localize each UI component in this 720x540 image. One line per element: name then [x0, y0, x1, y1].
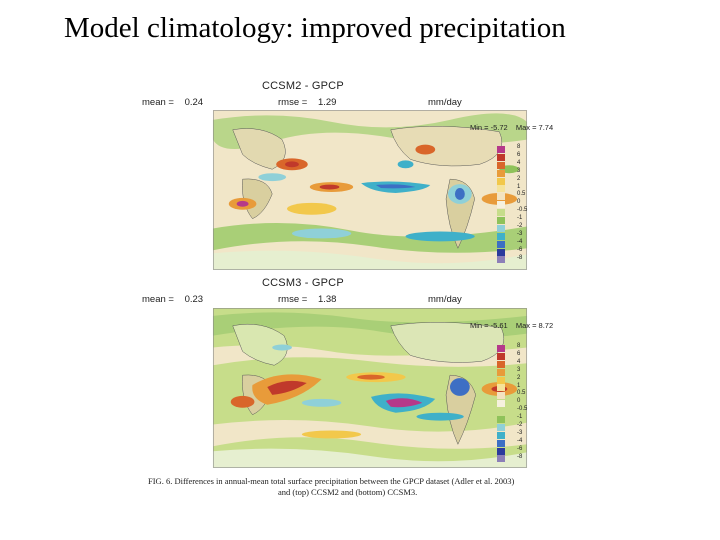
legend-swatch [497, 455, 505, 463]
legend-label: -8 [517, 453, 523, 460]
legend-label: 3 [517, 366, 521, 373]
panel-2-rmse-value: 1.38 [317, 294, 337, 305]
legend-swatch [497, 447, 505, 455]
legend-label: 6 [517, 350, 521, 357]
panel-2-mean-value: 0.23 [184, 294, 204, 305]
legend-label: -1 [517, 215, 523, 222]
legend-swatch [497, 376, 505, 384]
panel-2-rmse-label: rmse = [278, 294, 308, 305]
legend-swatch [497, 345, 505, 352]
legend-label: 2 [517, 175, 521, 182]
panel-2-rmse: rmse = 1.38 [278, 294, 336, 305]
panel-1-max: Max = 7.74 [515, 123, 554, 132]
legend-swatch [497, 193, 505, 201]
panel-1-rmse-label: rmse = [278, 97, 308, 108]
legend-swatch [497, 217, 505, 225]
legend-label: -6 [517, 445, 523, 452]
legend-label: 1 [517, 382, 521, 389]
panel-1-units: mm/day [428, 97, 462, 108]
legend-swatch [497, 368, 505, 376]
legend-label: -0.5 [517, 406, 528, 413]
legend-label: -2 [517, 223, 523, 230]
panel-2-units: mm/day [428, 294, 462, 305]
panel-1-mean-label: mean = [142, 97, 174, 108]
panel-1-legend [497, 146, 519, 264]
legend-swatch [497, 360, 505, 368]
legend-swatch [497, 423, 505, 431]
panel-2-legend [497, 345, 519, 463]
legend-swatch [497, 392, 505, 400]
legend-swatch [497, 169, 505, 177]
slide-title: Model climatology: improved precipitatio… [64, 12, 566, 44]
panel-2-max: Max = 8.72 [515, 321, 554, 330]
legend-swatch [497, 201, 505, 209]
legend-label: -1 [517, 414, 523, 421]
legend-label: -8 [517, 254, 523, 261]
legend-label: 0 [517, 199, 521, 206]
legend-swatch [497, 224, 505, 232]
legend-label: 0.5 [517, 191, 526, 198]
panel-1-rmse: rmse = 1.29 [278, 97, 336, 108]
panel-1-mean: mean = 0.24 [142, 97, 203, 108]
legend-label: -4 [517, 437, 523, 444]
legend-label: 1 [517, 183, 521, 190]
legend-label: -3 [517, 230, 523, 237]
legend-swatch [497, 256, 505, 264]
legend-swatch [497, 177, 505, 185]
legend-label: 2 [517, 374, 521, 381]
panel-1-difference-map [212, 110, 528, 270]
panel-2-mean: mean = 0.23 [142, 294, 203, 305]
legend-swatch [497, 161, 505, 169]
legend-label: 4 [517, 159, 521, 166]
panel-2-min: Min = -5.61 [470, 321, 508, 330]
legend-swatch [497, 240, 505, 248]
legend-swatch [497, 400, 505, 408]
legend-label: 3 [517, 167, 521, 174]
panel-2-minmax: Min = -5.61 Max = 8.72 [470, 321, 553, 330]
panel-2-mean-label: mean = [142, 294, 174, 305]
legend-label: 6 [517, 151, 521, 158]
caption-line-2: and (top) CCSM2 and (bottom) CCSM3. [278, 487, 418, 497]
legend-label: -6 [517, 246, 523, 253]
legend-label: -3 [517, 429, 523, 436]
legend-swatch [497, 146, 505, 153]
panel-1-rmse-value: 1.29 [317, 97, 337, 108]
legend-swatch [497, 209, 505, 217]
panel-2-legend-labels: 8 6 4 3 2 1 0.5 0 -0.5 -1 -2 -3 -4 -6 -8 [517, 343, 527, 462]
legend-swatch [497, 352, 505, 360]
legend-label: -4 [517, 238, 523, 245]
legend-swatch [497, 248, 505, 256]
panel-1-minmax: Min = -5.72 Max = 7.74 [470, 123, 553, 132]
legend-swatch [497, 232, 505, 240]
panel-1-min: Min = -5.72 [470, 123, 508, 132]
panel-2-title: CCSM3 - GPCP [262, 277, 344, 289]
panel-1-mean-value: 0.24 [184, 97, 204, 108]
legend-swatch [497, 431, 505, 439]
legend-swatch [497, 408, 505, 416]
legend-swatch [497, 384, 505, 392]
legend-swatch [497, 153, 505, 161]
figure-caption: FIG. 6. Differences in annual-mean total… [148, 476, 568, 498]
legend-swatch [497, 185, 505, 193]
caption-line-1: FIG. 6. Differences in annual-mean total… [148, 476, 515, 486]
legend-label: 8 [517, 343, 521, 349]
legend-label: 0 [517, 398, 521, 405]
legend-label: 4 [517, 358, 521, 365]
panel-2-difference-map [212, 308, 528, 468]
legend-label: -2 [517, 422, 523, 429]
legend-label: -0.5 [517, 207, 528, 214]
legend-swatch [497, 439, 505, 447]
legend-label: 8 [517, 144, 521, 150]
panel-1-title: CCSM2 - GPCP [262, 80, 344, 92]
legend-label: 0.5 [517, 390, 526, 397]
panel-1-legend-labels: 8 6 4 3 2 1 0.5 0 -0.5 -1 -2 -3 -4 -6 -8 [517, 144, 527, 263]
legend-swatch [497, 416, 505, 424]
